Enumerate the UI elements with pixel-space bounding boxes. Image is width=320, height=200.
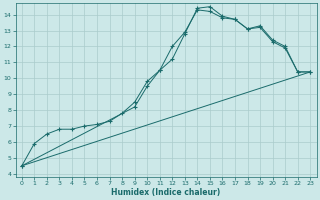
X-axis label: Humidex (Indice chaleur): Humidex (Indice chaleur) (111, 188, 221, 197)
